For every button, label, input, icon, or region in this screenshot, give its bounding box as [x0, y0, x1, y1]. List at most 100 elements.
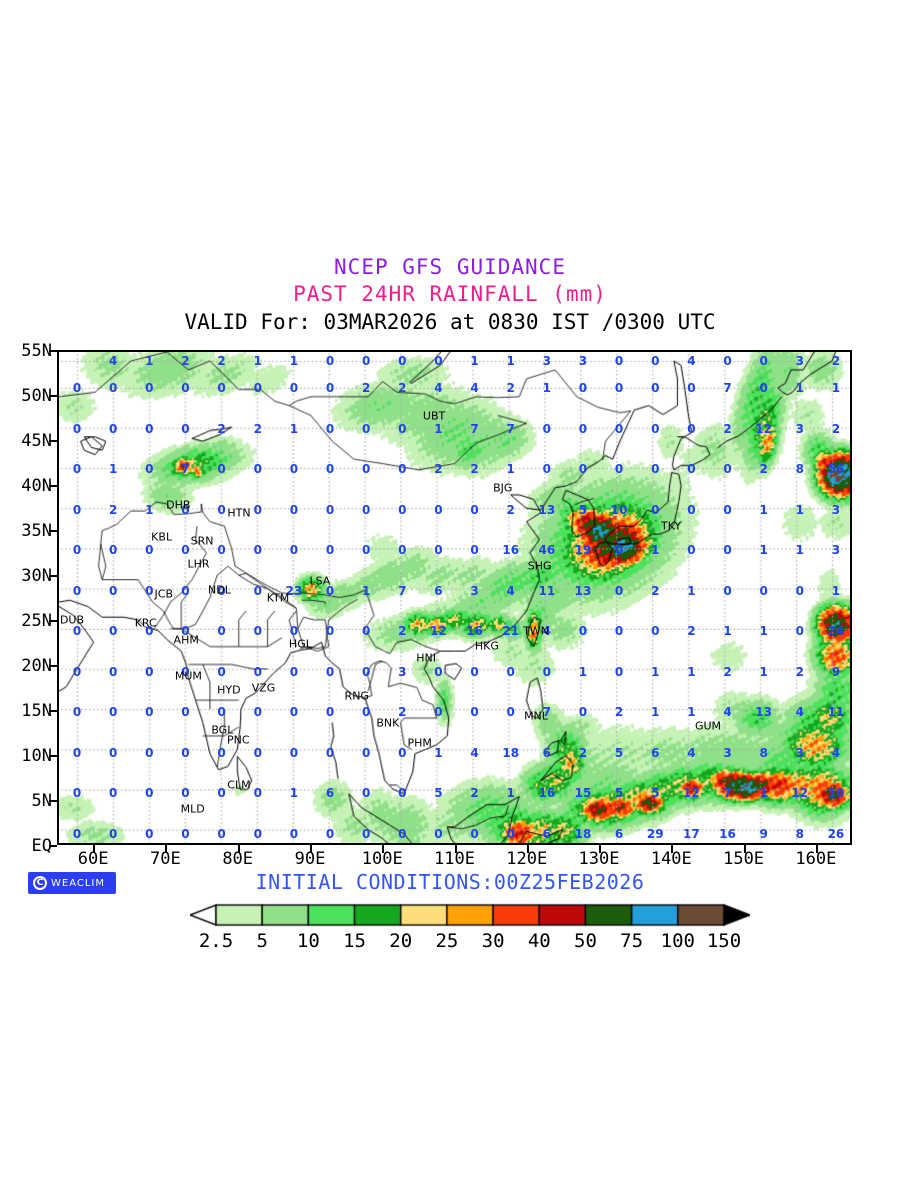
rainfall-value: 0: [614, 381, 624, 395]
rainfall-value: 12: [683, 786, 700, 800]
rainfall-value: 0: [398, 502, 407, 517]
colorbar: 2.5 5 10 15 20 25 30 40 50 75 100 150: [190, 903, 750, 953]
rainfall-value: 6: [434, 583, 443, 598]
rainfall-value: 0: [181, 583, 190, 598]
rainfall-value: 0: [217, 381, 226, 395]
rainfall-value: 2: [831, 421, 841, 436]
rainfall-value: 29: [646, 826, 664, 841]
rainfall-value: 3: [795, 354, 804, 368]
rainfall-value: 1: [759, 786, 768, 800]
rainfall-value: 1: [687, 583, 696, 598]
city-label: TWN: [523, 624, 549, 638]
rainfall-value: 1: [542, 381, 552, 395]
rainfall-value: 0: [109, 705, 118, 719]
rainfall-value: 0: [361, 705, 371, 719]
rainfall-value: 7: [723, 786, 732, 800]
rainfall-value: 5: [434, 786, 443, 800]
x-axis-label: 160E: [795, 849, 837, 869]
rainfall-value: 13: [755, 705, 773, 719]
rainfall-value: 17: [683, 826, 700, 841]
rainfall-value: 0: [578, 381, 588, 395]
rainfall-value: 0: [361, 354, 371, 368]
rainfall-value: 0: [398, 462, 407, 476]
rainfall-value: 0: [217, 745, 226, 760]
rainfall-value: 0: [109, 624, 118, 638]
rainfall-value: 11: [538, 583, 556, 598]
rainfall-value: 0: [614, 664, 624, 679]
city-label: HNI: [416, 651, 437, 665]
rainfall-value: 0: [687, 381, 696, 395]
x-axis-tick: [382, 845, 385, 853]
rainfall-value: 0: [361, 421, 371, 436]
rainfall-value: 4: [470, 381, 479, 395]
rainfall-value: 0: [614, 543, 624, 557]
x-axis-label: 80E: [222, 849, 254, 869]
x-axis-tick: [237, 845, 240, 853]
rainfall-value: 0: [217, 543, 226, 557]
rainfall-value: 2: [181, 354, 190, 368]
rainfall-value: 0: [578, 421, 588, 436]
rainfall-value: 8: [795, 826, 804, 841]
rainfall-value: 0: [614, 354, 624, 368]
x-axis-label: 90E: [294, 849, 326, 869]
y-axis-tick: [49, 530, 57, 532]
x-axis-tick: [599, 845, 602, 853]
colorbar-tick-label: 150: [706, 930, 742, 952]
rainfall-value: 0: [434, 502, 443, 517]
x-axis-label: 110E: [434, 849, 475, 869]
rainfall-value: 0: [217, 462, 226, 476]
rainfall-value: 2: [398, 705, 407, 719]
rainfall-value: 0: [614, 624, 624, 638]
x-axis-label: 150E: [723, 849, 765, 869]
rainfall-value: 1: [651, 664, 660, 679]
x-axis-label: 100E: [361, 849, 403, 869]
rainfall-value: 4: [109, 354, 118, 368]
rainfall-value: 0: [614, 462, 624, 476]
city-label: MLD: [180, 802, 205, 816]
rainfall-value: 2: [506, 381, 515, 395]
rainfall-value: 1: [506, 462, 515, 476]
rainfall-value: 0: [687, 543, 696, 557]
rainfall-value: 5: [614, 745, 624, 760]
city-label: KBL: [151, 530, 173, 543]
rainfall-value: 0: [181, 502, 190, 517]
rainfall-value: 0: [145, 421, 154, 436]
rainfall-value: 0: [506, 705, 515, 719]
y-axis-label: 20N: [21, 656, 52, 676]
rainfall-value: 0: [578, 462, 588, 476]
rainfall-value: 1: [578, 664, 588, 679]
rainfall-value: 0: [470, 705, 479, 719]
rainfall-value: 5: [651, 786, 660, 800]
y-axis-tick: [49, 350, 57, 352]
rainfall-value: 2: [614, 705, 624, 719]
rainfall-value: 1: [759, 502, 768, 517]
rainfall-value: 0: [542, 462, 552, 476]
x-axis-label: 140E: [650, 849, 692, 869]
y-axis-label: 30N: [21, 566, 52, 586]
city-label: SRN: [190, 534, 214, 548]
city-label: PHM: [407, 736, 432, 750]
rainfall-value: 1: [687, 664, 696, 679]
rainfall-value: 0: [181, 421, 190, 436]
rainfall-value: 0: [651, 462, 660, 476]
rainfall-value: 0: [181, 624, 190, 638]
rainfall-value: 4: [506, 583, 515, 598]
rainfall-value: 8: [795, 462, 804, 476]
rainfall-value: 1: [145, 502, 154, 517]
rainfall-value: 0: [217, 624, 226, 638]
rainfall-value: 0: [361, 745, 371, 760]
rainfall-value: 0: [723, 354, 732, 368]
x-axis-label: 70E: [150, 849, 181, 869]
rainfall-value: 13: [574, 583, 592, 598]
rainfall-value: 0: [434, 543, 443, 557]
rainfall-value: 0: [506, 826, 515, 841]
rainfall-value: 0: [361, 664, 371, 679]
rainfall-value: 0: [253, 826, 262, 841]
city-label: DUB: [59, 613, 85, 627]
rainfall-value: 0: [723, 583, 732, 598]
rainfall-value: 0: [434, 826, 443, 841]
rainfall-value: 0: [723, 462, 732, 476]
rainfall-value: 18: [574, 826, 592, 841]
rainfall-value: 2: [434, 462, 443, 476]
